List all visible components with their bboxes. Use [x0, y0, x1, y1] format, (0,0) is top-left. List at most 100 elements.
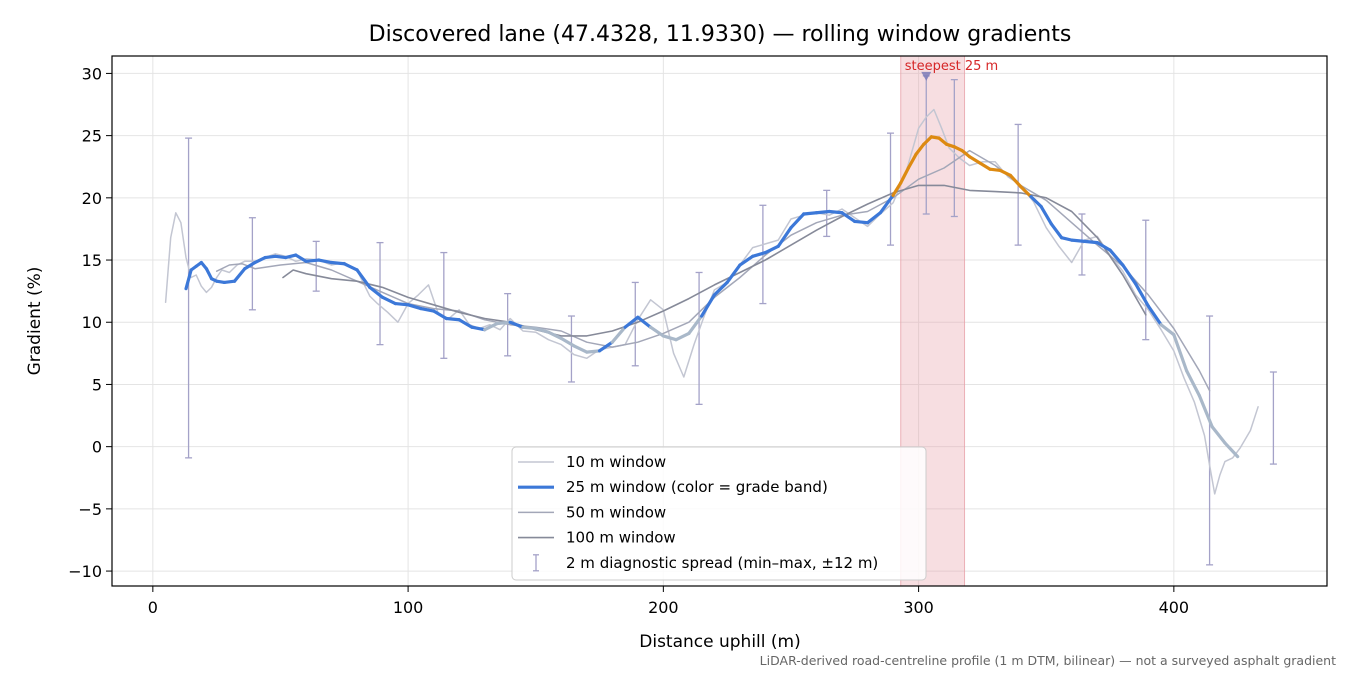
series-25m-window-segment: [789, 212, 806, 230]
series-25m-window-segment: [329, 260, 346, 266]
series-25m-window-segment: [419, 306, 436, 313]
series-25m-window-segment: [906, 152, 918, 170]
series-25m-window-segment: [827, 209, 844, 215]
y-tick-label: 30: [82, 64, 102, 83]
y-tick-label: 15: [82, 251, 102, 270]
steepest-peak-marker: [921, 71, 932, 81]
series-25m-window-segment: [960, 148, 972, 159]
series-25m-window-segment: [546, 330, 563, 341]
series-25m-window-segment: [776, 226, 793, 248]
series-25m-window-segment: [457, 318, 474, 329]
y-tick-label: 0: [92, 438, 102, 457]
series-25m-window-segment: [937, 136, 949, 146]
series-25m-window-segment: [534, 326, 551, 334]
series-25m-window-segment: [674, 331, 691, 342]
series-50m-window: [215, 149, 1211, 392]
series-25m-window-segment: [1019, 185, 1033, 199]
series-25m-window-segment: [222, 279, 237, 285]
legend-label: 2 m diagnostic spread (min–max, ±12 m): [566, 554, 878, 572]
series-25m-window-segment: [1039, 204, 1053, 226]
series-25m-window-segment: [725, 263, 742, 285]
series-25m-window-segment: [648, 325, 665, 338]
series-25m-window-segment: [232, 267, 247, 283]
series-25m-window-segment: [355, 268, 372, 290]
series-25m-window-segment: [968, 155, 982, 165]
legend-box: [511, 446, 927, 581]
series-25m-window-segment: [444, 316, 461, 322]
series-25m-window-segment: [521, 325, 538, 331]
series-25m-window-segment: [914, 142, 926, 156]
series-25m-window-segment: [184, 268, 193, 291]
series-25m-window-segment: [1133, 282, 1150, 308]
series-25m-window-segment: [368, 285, 385, 299]
series-25m-window-segment: [1197, 394, 1214, 429]
series-25m-window-segment: [712, 280, 729, 297]
series-25m-window-segment: [572, 344, 589, 354]
y-tick-label: 25: [82, 127, 102, 146]
series-25m-window-segment: [853, 219, 870, 225]
series-25m-window-segment: [661, 334, 678, 342]
chart-title: Discovered lane (47.4328, 11.9330) — rol…: [369, 22, 1072, 47]
x-tick-label: 400: [1159, 598, 1190, 617]
series-25m-window-segment: [899, 166, 910, 185]
series-25m-window-segment: [204, 267, 214, 281]
series-25m-window-segment: [380, 295, 397, 306]
y-tick-label: −5: [78, 500, 102, 519]
series-25m-window-segment: [1185, 369, 1201, 398]
series-25m-window-segment: [891, 181, 903, 197]
x-tick-label: 0: [148, 598, 158, 617]
series-25m-window-segment: [559, 336, 576, 348]
legend-label: 100 m window: [566, 529, 676, 547]
series-25m-window-segment: [802, 211, 819, 216]
x-tick-label: 100: [393, 598, 424, 617]
y-tick-label: 10: [82, 313, 102, 332]
series-25m-window-segment: [1095, 241, 1112, 252]
series-25m-window-segment: [814, 209, 831, 215]
series-25m-window-segment: [597, 340, 614, 353]
series-25m-window-segment: [273, 254, 288, 260]
legend-label: 25 m window (color = grade band): [566, 478, 828, 496]
series-10m-window: [164, 108, 1259, 495]
series-25m-window-segment: [1049, 222, 1064, 240]
source-note: LiDAR-derived road-centreline profile (1…: [760, 653, 1336, 668]
series-25m-window-segment: [978, 161, 992, 171]
x-tick-label: 200: [648, 598, 679, 617]
series-100m-window: [282, 184, 1147, 337]
series-25m-window-segment: [998, 168, 1013, 178]
series-25m-window-segment: [585, 349, 602, 354]
series-25m-window-segment: [1223, 441, 1240, 459]
series-25m-window-segment: [1159, 323, 1176, 337]
series-25m-window-segment: [243, 260, 257, 271]
legend-label: 10 m window: [566, 453, 666, 471]
series-25m-window-segment: [738, 254, 755, 267]
series-25m-window-segment: [623, 315, 640, 329]
x-axis-label: Distance uphill (m): [639, 632, 800, 652]
series-25m-window-segment: [1029, 194, 1043, 209]
series-25m-window-segment: [1082, 239, 1099, 245]
series-25m-window-segment: [253, 255, 267, 265]
series-25m-window-segment: [1108, 248, 1125, 267]
series-25m-window-segment: [700, 293, 716, 318]
series-25m-window-segment: [687, 314, 704, 336]
y-tick-label: −10: [68, 562, 102, 581]
series-25m-window-segment: [1121, 263, 1138, 286]
series-25m-window-segment: [470, 325, 487, 332]
series-25m-window-segment: [294, 253, 308, 263]
series-25m-window-segment: [840, 211, 857, 224]
series-25m-window-segment: [1146, 304, 1163, 327]
series-25m-window-segment: [1172, 333, 1189, 373]
series-25m-window-segment: [304, 258, 321, 263]
series-25m-window-segment: [1210, 425, 1227, 445]
x-tick-label: 300: [903, 598, 934, 617]
series-25m-window-segment: [1059, 236, 1074, 242]
series-25m-window-segment: [495, 320, 512, 326]
series-25m-window-segment: [1070, 238, 1087, 243]
series-25m-window-segment: [988, 167, 1002, 173]
series-25m-window-segment: [406, 303, 423, 311]
series-25m-window-segment: [922, 135, 933, 146]
y-tick-label: 5: [92, 375, 102, 394]
series-25m-window-segment: [483, 321, 500, 332]
series-25m-window-segment: [263, 254, 277, 260]
series-25m-window-segment: [1008, 173, 1023, 189]
